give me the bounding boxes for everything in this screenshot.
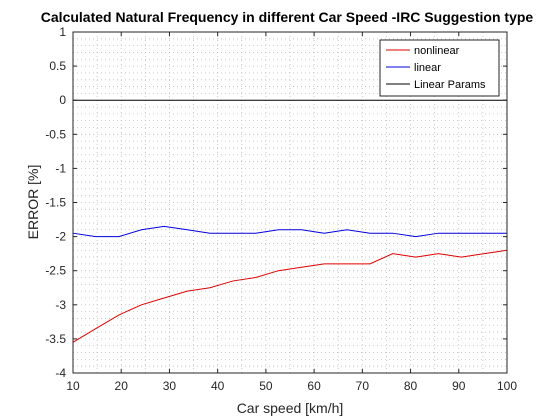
- ticks: 10 20 30 40 50 60 70 80 90 100-4-3.5-3-2.5-2-1.5-…: [45, 25, 517, 393]
- x-tick-label: 50: [259, 379, 273, 393]
- y-tick-label: -1.5: [45, 196, 66, 210]
- x-tick-label: 90: [452, 379, 466, 393]
- x-tick-label: 80: [404, 379, 418, 393]
- legend-label-linear: linear: [414, 62, 441, 74]
- x-tick-label: 100: [497, 379, 517, 393]
- y-tick-label: -2.5: [45, 264, 66, 278]
- legend-box: [379, 39, 500, 97]
- x-tick-label: 60: [307, 379, 321, 393]
- legend-label-nonlinear: nonlinear: [414, 45, 460, 57]
- legend-label-linear-params: Linear Params: [414, 79, 486, 91]
- y-tick-label: 0: [59, 93, 66, 107]
- y-tick-label: 1: [59, 25, 66, 39]
- x-tick-label: 40: [211, 379, 225, 393]
- y-tick-label: -1: [55, 161, 66, 175]
- chart-title: Calculated Natural Frequency in differen…: [41, 9, 534, 25]
- y-tick-label: -3.5: [45, 332, 66, 346]
- x-tick-label: 20: [115, 379, 129, 393]
- series-line-nonlinear: [72, 249, 508, 343]
- series-layer: [72, 99, 508, 343]
- grid: [72, 31, 508, 374]
- x-tick-label: 30: [163, 379, 177, 393]
- legend: nonlinear linear Linear Params: [379, 39, 500, 97]
- x-tick-label: 10: [66, 379, 80, 393]
- y-axis-label: ERROR [%]: [25, 165, 41, 240]
- y-tick-label: 0.5: [49, 59, 66, 73]
- y-tick-label: -4: [55, 366, 66, 380]
- x-tick-label: 70: [356, 379, 370, 393]
- y-tick-label: -0.5: [45, 127, 66, 141]
- series-line-linear: [72, 225, 507, 238]
- y-tick-label: -2: [55, 230, 66, 244]
- x-axis-label: Car speed [km/h]: [237, 400, 344, 416]
- y-tick-label: -3: [55, 298, 66, 312]
